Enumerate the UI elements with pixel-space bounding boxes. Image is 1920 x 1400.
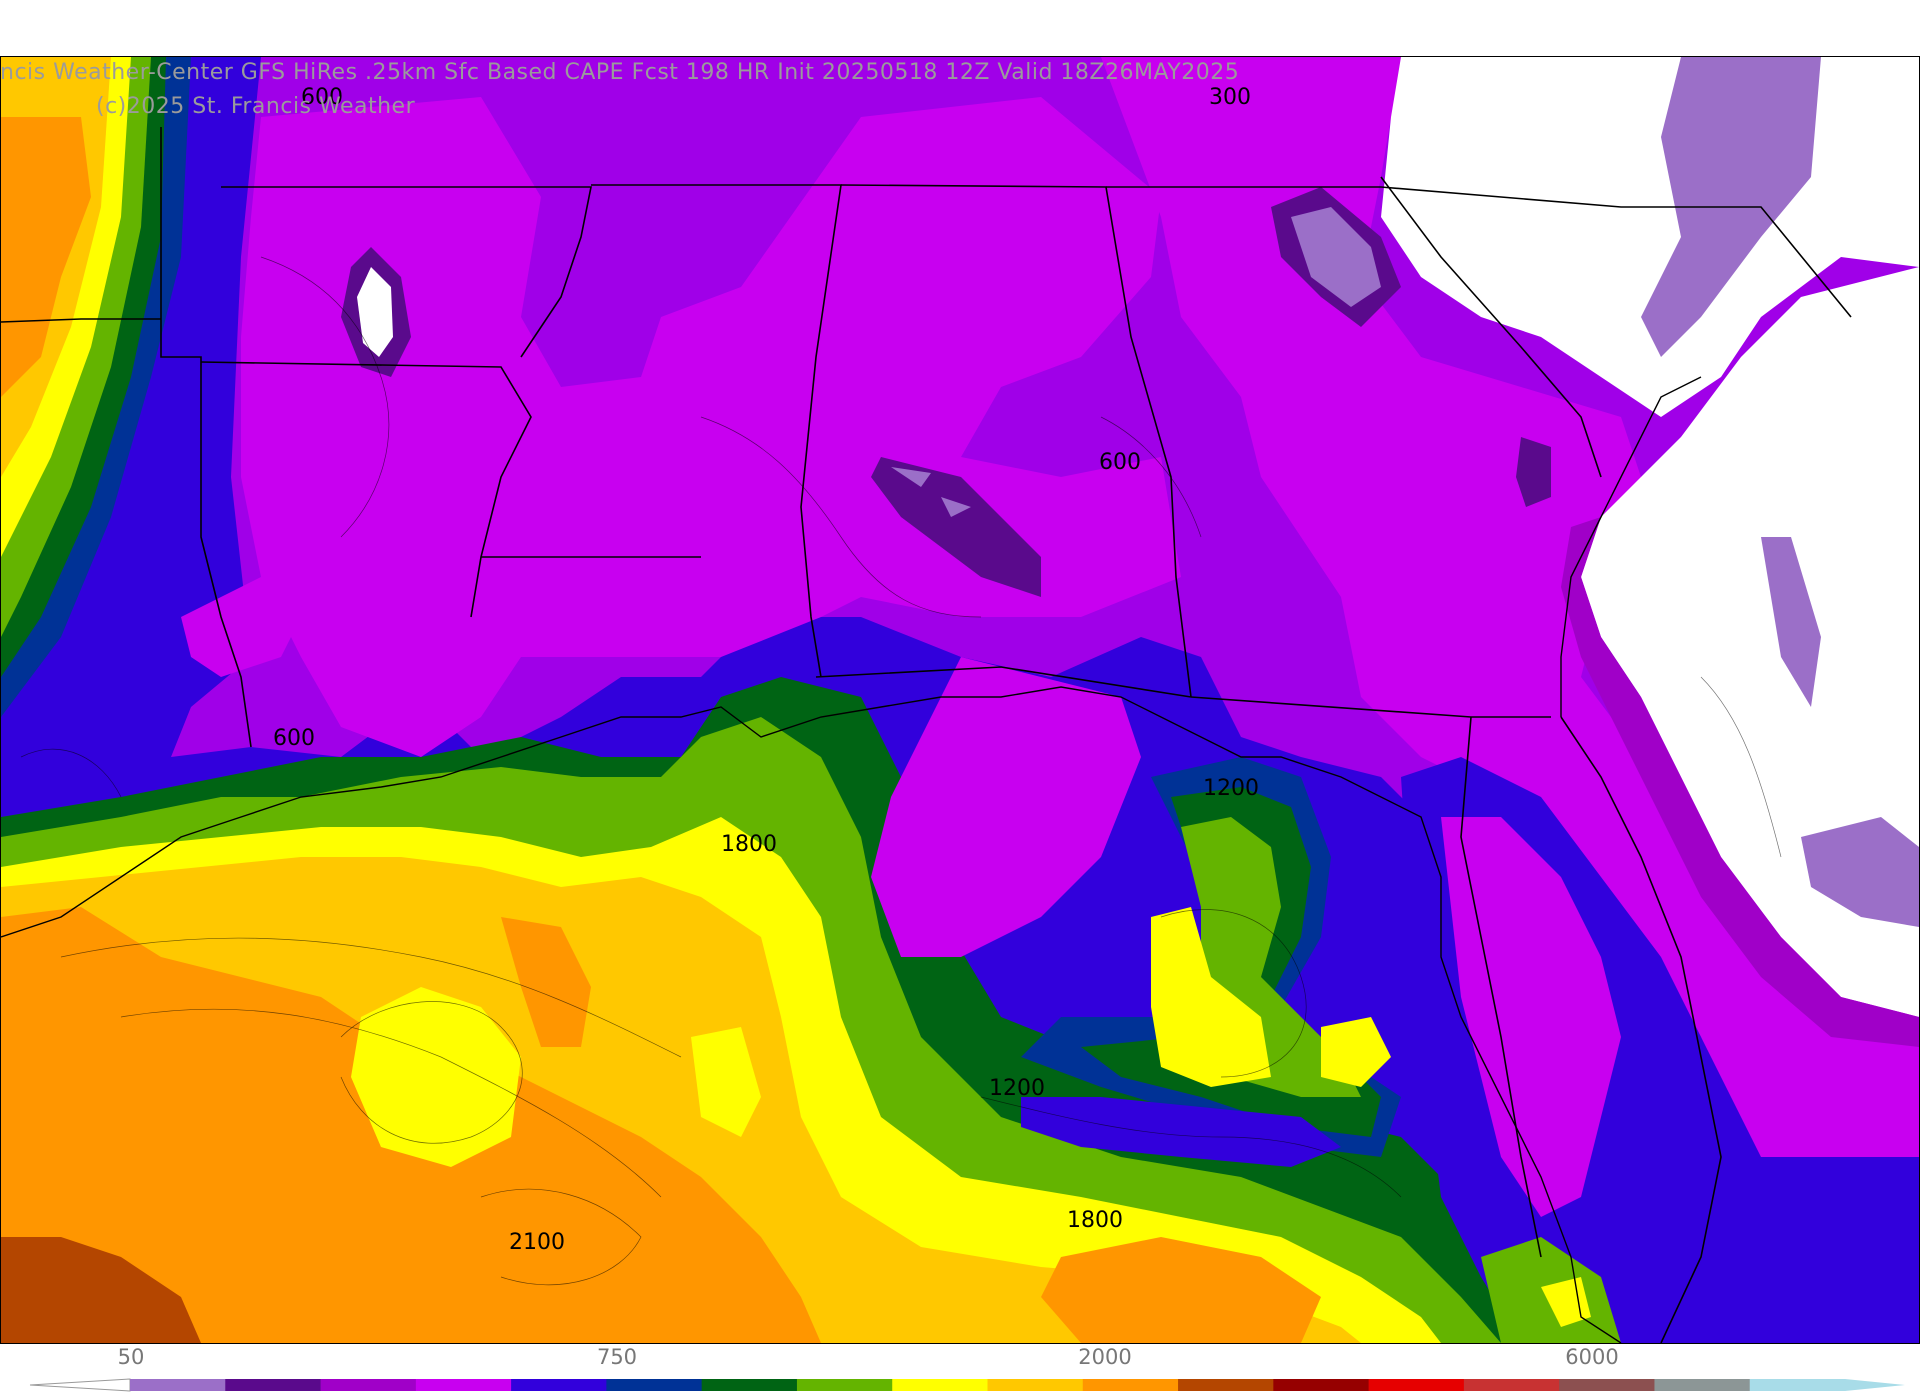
cape-600-pocket-louisiana xyxy=(181,577,301,677)
colorbar-swatch xyxy=(796,1379,893,1391)
cape-lt-300-strip-atlantic xyxy=(1761,537,1821,707)
cape-map-svg: 600 300 600 600 1200 1800 1200 1800 2100 xyxy=(1,57,1919,1343)
colorbar-swatch xyxy=(987,1379,1084,1391)
colorbar-tick-label: 750 xyxy=(597,1345,637,1369)
contour-label-2100-gulf: 2100 xyxy=(509,1230,565,1255)
colorbar-swatch xyxy=(1368,1379,1465,1391)
contour-label-600-louisiana: 600 xyxy=(273,726,315,751)
cape-contour-lines xyxy=(20,256,1782,1286)
contour-label-1800-gulf: 1800 xyxy=(1067,1208,1123,1233)
colorbar-tick-label: 6000 xyxy=(1565,1345,1618,1369)
cape-lt-300-patch-alabama xyxy=(891,467,931,487)
colorbar-arrow-left xyxy=(29,1378,131,1392)
cape-1800-patch-gulf-center xyxy=(691,1027,761,1137)
colorbar-swatches xyxy=(29,1378,1905,1392)
colorbar-swatch xyxy=(606,1379,703,1391)
colorbar-swatch xyxy=(1559,1379,1655,1391)
cape-map: 600 300 600 600 1200 1800 1200 1800 2100 xyxy=(0,56,1920,1344)
contour-label-600-alabama: 600 xyxy=(1099,450,1141,475)
cape-300-band-atlantic xyxy=(1561,517,1919,1047)
contour-label-300-north: 300 xyxy=(1209,85,1251,110)
cape-300-ridge-alabama xyxy=(871,457,1041,597)
contour-label-1200-gulf: 1200 xyxy=(989,1076,1045,1101)
contour-label-600-north: 600 xyxy=(301,85,343,110)
cape-2500-band-west xyxy=(1,117,91,397)
cape-lt-300-patch-atlantic xyxy=(1801,817,1919,927)
colorbar-swatch xyxy=(701,1379,798,1391)
colorbar-swatch xyxy=(1273,1379,1370,1391)
colorbar-tick-label: 50 xyxy=(118,1345,145,1369)
cape-300-patch-carolina xyxy=(1516,437,1551,507)
colorbar-swatch xyxy=(130,1379,226,1391)
map-title: ncis Weather-Center GFS HiRes .25km Sfc … xyxy=(0,60,1240,85)
colorbar-swatch xyxy=(1178,1379,1274,1391)
cape-2500-patch-gulf-east xyxy=(1041,1237,1321,1343)
copyright-text: (c)2025 St. Francis Weather xyxy=(96,94,416,119)
colorbar-swatch xyxy=(1749,1379,1846,1391)
cape-1800-south-florida xyxy=(1541,1277,1591,1327)
cape-600-florida-peninsula xyxy=(1441,817,1621,1217)
colorbar-swatch xyxy=(320,1379,417,1391)
cape-600-region-interior xyxy=(241,97,1181,757)
contour-label-1800-coast: 1800 xyxy=(721,832,777,857)
colorbar-swatch xyxy=(1082,1379,1179,1391)
cape-3000-patch-sw xyxy=(1,1237,201,1343)
coastline xyxy=(1,376,1702,1343)
colorbar-swatch xyxy=(1654,1379,1751,1391)
cape-lt-300-patch-sc-border xyxy=(1291,207,1381,307)
cape-below-50-pocket-arkansas xyxy=(357,267,393,357)
colorbar-swatch xyxy=(225,1379,322,1391)
colorbar-swatch xyxy=(892,1379,988,1391)
cape-750-channel-east-gulf xyxy=(1021,1097,1341,1167)
colorbar-arrow-right xyxy=(1845,1379,1905,1391)
colorbar-swatch xyxy=(511,1379,607,1391)
state-boundaries xyxy=(1,127,1852,1343)
cape-2500-patch-gulf-center xyxy=(501,917,591,1047)
cape-600-florida-bend xyxy=(871,657,1141,957)
cape-1800-loop-east-gulf xyxy=(1151,907,1271,1087)
colorbar: 50 750 2000 6000 xyxy=(29,1345,1905,1392)
colorbar-tick-label: 2000 xyxy=(1078,1345,1131,1369)
cape-lt-300-patch-alabama-2 xyxy=(941,497,971,517)
colorbar-swatch xyxy=(415,1379,512,1391)
cape-1800-patch-florida xyxy=(1321,1017,1391,1087)
contour-label-1200-florida: 1200 xyxy=(1203,776,1259,801)
colorbar-ticks: 50 750 2000 6000 xyxy=(118,1345,1619,1369)
colorbar-swatch xyxy=(1463,1379,1560,1391)
cape-1800-patch-gulf-west xyxy=(351,987,521,1167)
